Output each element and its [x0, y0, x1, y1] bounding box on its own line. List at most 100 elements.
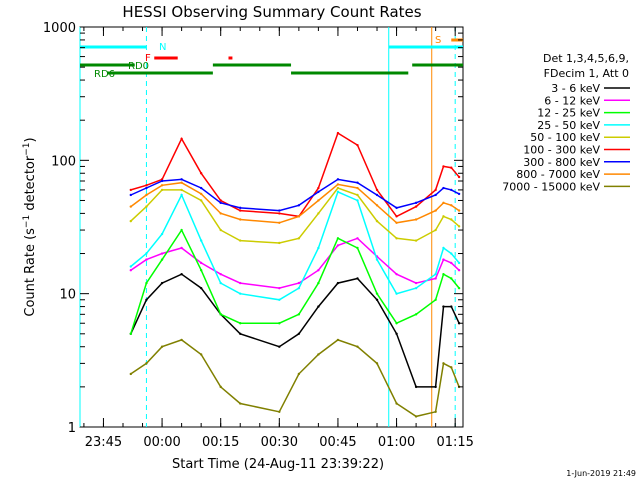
series-point [160, 184, 164, 187]
series-point [450, 261, 453, 265]
series-point [219, 228, 222, 232]
series-point [375, 193, 379, 197]
series-point [414, 205, 418, 208]
series-point [297, 204, 301, 207]
series-point [317, 186, 320, 190]
series-point [317, 353, 320, 356]
legend-entry-label: 6 - 12 keV [544, 94, 600, 107]
series-point [356, 186, 359, 190]
series-point [278, 298, 281, 301]
series-point [180, 178, 183, 181]
series-point [160, 179, 164, 183]
series-point [180, 193, 183, 197]
y-tick-label: 1000 [43, 21, 76, 36]
series-point [219, 272, 222, 276]
series-point [434, 277, 437, 280]
legend-header-2: FDecim 1, Att 0 [544, 67, 629, 80]
series-point [145, 258, 148, 261]
series-point [336, 338, 340, 342]
legend-entry-label: 100 - 300 keV [523, 144, 600, 157]
series-point [219, 212, 222, 215]
series-point [129, 265, 133, 268]
series-point [297, 286, 301, 290]
series-point [180, 181, 183, 184]
series-point [414, 286, 418, 290]
series-point [180, 272, 183, 276]
series-point [278, 221, 281, 225]
series-point [297, 281, 301, 285]
series-point [219, 199, 222, 202]
series-point [356, 345, 359, 348]
y-tick-label: 100 [51, 154, 76, 169]
series-point [297, 372, 301, 376]
plot-frame [79, 26, 464, 428]
series-point [395, 272, 398, 276]
series-point [239, 218, 242, 221]
series-point [160, 258, 164, 261]
series-point [297, 332, 301, 336]
series-point [434, 272, 437, 276]
series-point [239, 292, 242, 295]
series-point [450, 204, 453, 207]
series-point [356, 246, 359, 250]
x-tick-label: 00:15 [202, 435, 239, 450]
series-point [434, 209, 437, 212]
series-point [336, 183, 340, 186]
series-point [160, 345, 164, 348]
series-point [317, 281, 320, 285]
series-point [180, 228, 183, 232]
series-point [160, 281, 164, 285]
series-point [278, 212, 281, 215]
series-point [442, 165, 445, 168]
series-point [199, 172, 203, 175]
series-point [442, 258, 445, 261]
timestamp: 1-Jun-2019 21:49 [566, 469, 636, 478]
y-tick-label: 1 [68, 421, 76, 436]
series-point [160, 188, 164, 192]
series-point [317, 246, 320, 250]
series-point [434, 298, 437, 301]
series-point [414, 281, 418, 285]
x-tick-label: 00:45 [319, 435, 356, 450]
x-tick-label: 01:00 [378, 435, 415, 450]
series-point [414, 218, 418, 221]
series-point [457, 209, 461, 212]
series-point [395, 292, 398, 295]
series-point [297, 313, 301, 316]
series-point [239, 239, 242, 242]
x-tick-label: 00:00 [143, 435, 180, 450]
series-point [336, 237, 340, 240]
legend-entry-label: 300 - 800 keV [523, 156, 600, 169]
series-point [239, 281, 242, 285]
series-point [239, 402, 242, 405]
series-point [199, 186, 203, 190]
series-point [160, 252, 164, 255]
series-point [442, 362, 445, 365]
series-point [434, 385, 437, 389]
series-point [450, 188, 453, 192]
series-point [457, 192, 461, 196]
series-point [395, 332, 398, 336]
series-point [375, 362, 379, 365]
series-point [145, 205, 148, 208]
series-point [450, 305, 453, 308]
series-point [414, 313, 418, 316]
series-point [145, 252, 148, 255]
series-point [145, 184, 148, 187]
series-point [375, 292, 379, 295]
chart-title: HESSI Observing Summary Count Rates [122, 3, 421, 21]
series-point [219, 201, 222, 205]
series-line [130, 237, 460, 289]
series-point [375, 219, 379, 223]
y-axis-label-sup1: −1 [22, 215, 32, 228]
series-point [278, 241, 281, 245]
y-axis-label-mid: detector [23, 155, 38, 215]
series-point [414, 239, 418, 242]
series-point [145, 193, 148, 197]
series-point [239, 209, 242, 212]
series-point [278, 345, 281, 348]
series-point [336, 131, 340, 135]
series-point [434, 193, 437, 197]
x-tick-label: 23:45 [85, 435, 122, 450]
series-point [450, 366, 453, 369]
